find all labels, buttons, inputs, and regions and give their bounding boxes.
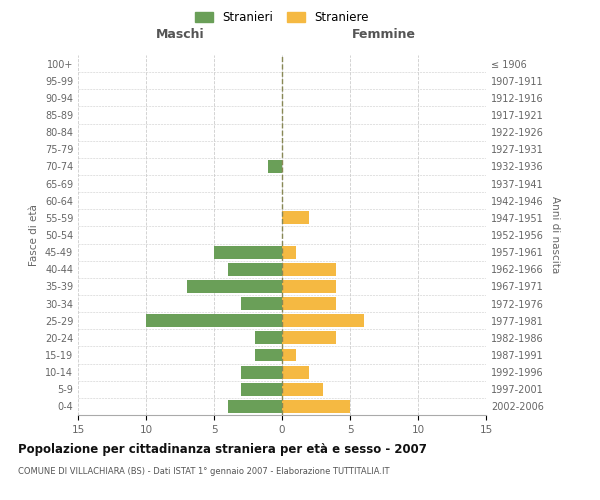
Bar <box>241 297 282 310</box>
Bar <box>282 212 309 224</box>
Bar <box>282 263 337 276</box>
Bar <box>282 366 309 378</box>
Bar <box>255 332 282 344</box>
Y-axis label: Anni di nascita: Anni di nascita <box>550 196 560 274</box>
Bar <box>227 400 282 413</box>
Bar <box>268 160 282 173</box>
Text: Maschi: Maschi <box>155 28 205 42</box>
Bar <box>282 332 337 344</box>
Bar <box>146 314 282 327</box>
Bar <box>282 246 296 258</box>
Text: Femmine: Femmine <box>352 28 416 42</box>
Legend: Stranieri, Straniere: Stranieri, Straniere <box>195 11 369 24</box>
Bar <box>255 348 282 362</box>
Bar <box>282 400 350 413</box>
Bar <box>187 280 282 293</box>
Text: COMUNE DI VILLACHIARA (BS) - Dati ISTAT 1° gennaio 2007 - Elaborazione TUTTITALI: COMUNE DI VILLACHIARA (BS) - Dati ISTAT … <box>18 468 389 476</box>
Text: Popolazione per cittadinanza straniera per età e sesso - 2007: Popolazione per cittadinanza straniera p… <box>18 442 427 456</box>
Bar <box>282 280 337 293</box>
Bar <box>214 246 282 258</box>
Bar <box>241 366 282 378</box>
Bar <box>282 314 364 327</box>
Bar <box>282 383 323 396</box>
Bar <box>282 348 296 362</box>
Bar <box>227 263 282 276</box>
Bar <box>241 383 282 396</box>
Bar <box>282 297 337 310</box>
Y-axis label: Fasce di età: Fasce di età <box>29 204 39 266</box>
